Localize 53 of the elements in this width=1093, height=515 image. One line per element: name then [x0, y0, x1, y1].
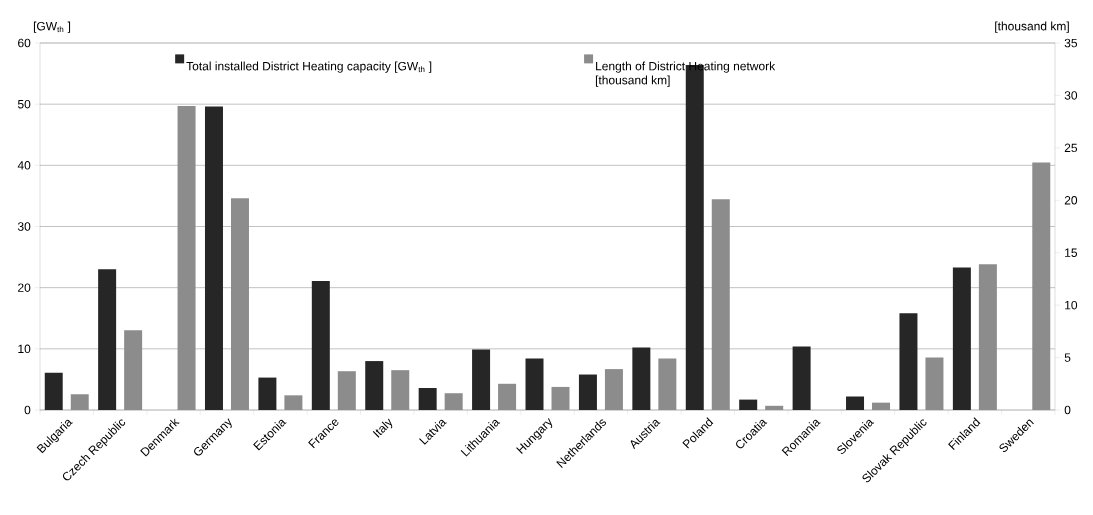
bar [711, 199, 730, 410]
bar [846, 396, 865, 410]
y-tick-label: 40 [17, 161, 31, 170]
bar [872, 402, 891, 410]
y2-tick-label: 15 [1065, 248, 1078, 257]
bar [925, 357, 944, 410]
y2-axis-title: [thousand km] [995, 21, 1069, 33]
bar [365, 361, 384, 410]
y-tick-label: 30 [17, 222, 31, 231]
y2-tick-label: 30 [1064, 91, 1078, 100]
bar [792, 346, 811, 410]
bar [978, 264, 997, 410]
bar [444, 393, 463, 410]
bar [658, 358, 677, 410]
bar [498, 383, 517, 410]
bar [230, 198, 249, 410]
x-tick-label: Italy [372, 418, 393, 438]
bar [765, 405, 784, 410]
y-tick-label: 0 [24, 405, 31, 415]
bar [337, 371, 356, 410]
y-tick-label: 60 [18, 38, 31, 48]
bar [70, 394, 89, 410]
y-tick-label: 50 [17, 99, 31, 109]
bar [551, 386, 570, 410]
bar [124, 330, 143, 410]
bar [258, 377, 277, 410]
y2-tick-label: 5 [1064, 353, 1071, 362]
y-axis-title: [GW$_{th}$ ] [33, 21, 71, 33]
y2-tick-label: 35 [1064, 38, 1078, 48]
y-tick-label: 10 [18, 344, 31, 354]
bar [177, 105, 196, 410]
bar [739, 399, 758, 410]
y2-tick-label: 10 [1065, 300, 1078, 310]
bar [604, 369, 623, 410]
legend-label: Total installed District Heating capacity [GW$_{th}$ ] [186, 61, 432, 73]
y2-tick-label: 25 [1064, 143, 1078, 153]
bar [204, 106, 223, 410]
bar [578, 374, 597, 410]
bar [952, 267, 971, 410]
bar [284, 395, 303, 410]
bar [418, 387, 437, 410]
bar [98, 269, 117, 410]
bar [632, 347, 651, 410]
bar [472, 349, 491, 410]
bar [525, 358, 544, 410]
y-tick-label: 20 [18, 283, 31, 292]
bar [899, 313, 918, 410]
y2-tick-label: 0 [1064, 405, 1071, 415]
bar [44, 372, 63, 410]
bar [311, 280, 330, 410]
y2-tick-label: 20 [1064, 196, 1078, 205]
bar [1032, 162, 1051, 410]
bar [391, 370, 410, 410]
